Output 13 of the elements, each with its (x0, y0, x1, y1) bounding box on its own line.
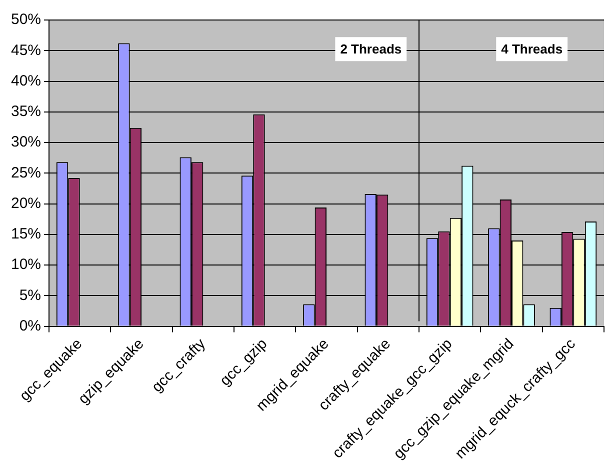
y-tick-label: 45% (10, 42, 42, 59)
y-tick-label: 35% (10, 103, 42, 120)
y-tick-label: 15% (10, 226, 42, 243)
y-tick-label: 40% (10, 72, 42, 90)
y-tick-label: 0% (19, 317, 42, 334)
annotation: 2 Threads (340, 42, 402, 57)
y-tick-label: 10% (10, 256, 42, 274)
y-tick-label: 25% (10, 164, 42, 182)
y-tick-label: 30% (10, 134, 42, 151)
y-tick-label: 50% (10, 11, 42, 28)
y-tick-label: 20% (10, 194, 42, 212)
annotation: 4 Threads (501, 42, 563, 57)
y-tick-label: 5% (19, 286, 42, 304)
